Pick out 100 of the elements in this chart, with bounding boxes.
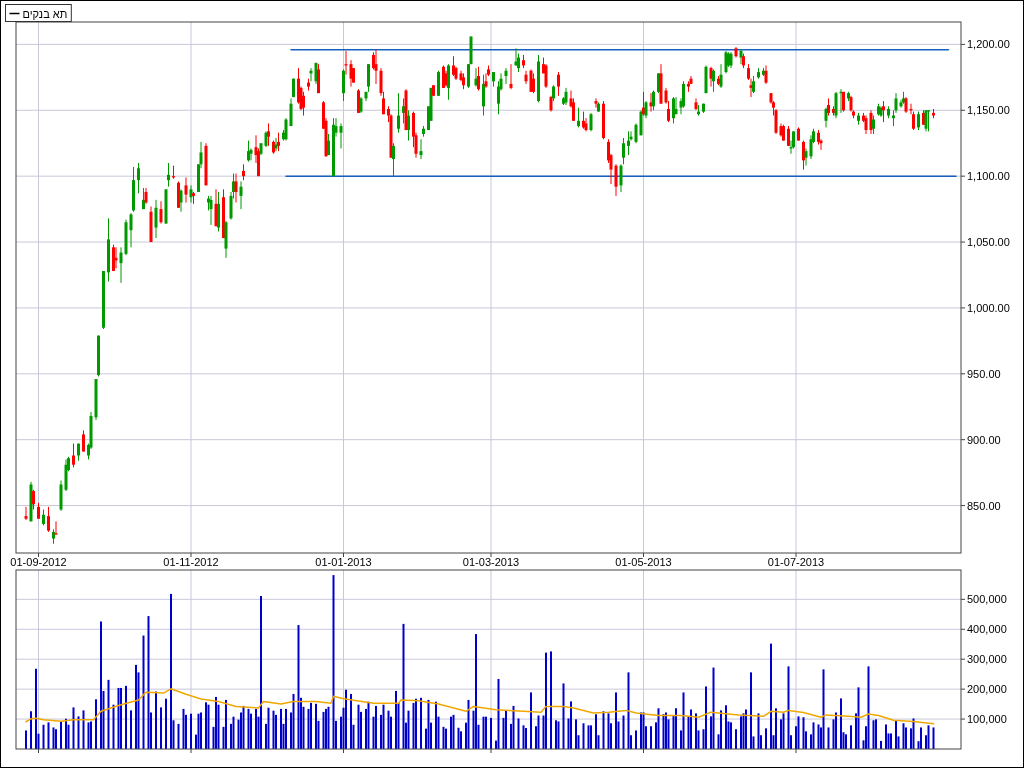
bar bbox=[590, 725, 592, 749]
bar bbox=[840, 698, 842, 749]
bar bbox=[327, 706, 330, 749]
bar bbox=[112, 704, 115, 749]
candlestick bbox=[47, 506, 50, 533]
bar bbox=[845, 734, 847, 749]
x-tick-label: 01-09-2012 bbox=[10, 556, 67, 568]
bar bbox=[120, 687, 122, 749]
candlestick bbox=[652, 90, 655, 111]
bar bbox=[82, 710, 85, 749]
bar bbox=[490, 717, 492, 749]
bar bbox=[72, 707, 75, 749]
y-tick-label: 200,000 bbox=[967, 683, 1007, 696]
bar bbox=[407, 710, 410, 749]
bar bbox=[250, 713, 252, 749]
bar bbox=[95, 699, 97, 749]
candlestick bbox=[712, 68, 715, 93]
bar bbox=[125, 685, 127, 749]
candlestick bbox=[634, 122, 638, 144]
bar bbox=[522, 725, 525, 749]
bar bbox=[912, 718, 915, 749]
candlestick bbox=[917, 111, 920, 131]
bar bbox=[197, 713, 200, 749]
candlestick bbox=[927, 109, 930, 132]
bar bbox=[272, 710, 275, 749]
candlestick bbox=[112, 244, 115, 272]
bar bbox=[720, 710, 722, 749]
bar bbox=[562, 683, 565, 749]
bar bbox=[927, 725, 930, 749]
candlestick bbox=[392, 142, 395, 177]
bar bbox=[787, 666, 790, 749]
bar bbox=[117, 687, 120, 749]
bar bbox=[402, 623, 405, 749]
bar bbox=[357, 704, 360, 749]
bar bbox=[745, 709, 747, 749]
bar bbox=[550, 651, 552, 749]
x-tick-label: 01-03-2013 bbox=[462, 556, 520, 568]
bar bbox=[297, 625, 300, 749]
bar bbox=[775, 708, 777, 749]
bar bbox=[740, 716, 742, 749]
bar bbox=[435, 701, 437, 749]
bar bbox=[482, 716, 485, 749]
bar bbox=[595, 714, 597, 749]
bar bbox=[247, 708, 250, 749]
bar bbox=[200, 712, 202, 749]
bar bbox=[607, 713, 610, 749]
bar bbox=[890, 733, 892, 749]
bar bbox=[902, 723, 905, 749]
bar bbox=[530, 692, 532, 749]
bar bbox=[160, 707, 162, 749]
bar bbox=[675, 708, 677, 749]
bar bbox=[285, 708, 287, 749]
bar bbox=[242, 705, 245, 749]
bar bbox=[635, 730, 637, 749]
candlestick bbox=[437, 70, 440, 97]
bar bbox=[587, 725, 590, 749]
bar bbox=[872, 720, 875, 749]
candlestick bbox=[482, 74, 485, 117]
candlestick bbox=[532, 72, 535, 94]
bar bbox=[52, 727, 55, 749]
bar bbox=[750, 672, 752, 749]
bar bbox=[827, 727, 830, 749]
y-tick-label: 1,050.00 bbox=[967, 236, 1010, 249]
bar bbox=[345, 689, 347, 749]
candlestick bbox=[54, 520, 58, 536]
bar bbox=[757, 713, 760, 749]
candlestick bbox=[589, 112, 593, 132]
candlestick bbox=[452, 55, 455, 77]
bar bbox=[325, 708, 327, 749]
candlestick bbox=[167, 162, 170, 188]
bar bbox=[797, 716, 800, 749]
bar bbox=[662, 714, 665, 749]
candlestick bbox=[407, 109, 410, 142]
bar bbox=[575, 719, 577, 749]
candlestick bbox=[509, 63, 513, 90]
bar bbox=[240, 712, 242, 749]
bar bbox=[742, 713, 745, 749]
bar bbox=[130, 710, 132, 749]
bar bbox=[207, 704, 210, 749]
bar bbox=[497, 678, 500, 749]
bar bbox=[475, 634, 477, 749]
text: תא בנקים bbox=[22, 7, 68, 20]
bar bbox=[505, 710, 507, 749]
bar bbox=[457, 727, 460, 749]
candlestick bbox=[787, 125, 790, 147]
x-tick-label: 01-11-2012 bbox=[163, 556, 219, 568]
candlestick bbox=[397, 92, 400, 134]
candlestick bbox=[339, 122, 343, 149]
bar bbox=[280, 708, 282, 749]
bar bbox=[545, 652, 547, 749]
candlestick bbox=[342, 68, 345, 102]
candlestick bbox=[614, 163, 618, 197]
bar bbox=[55, 729, 57, 749]
candlestick bbox=[184, 176, 188, 204]
candlestick bbox=[119, 246, 123, 284]
bar bbox=[485, 716, 487, 749]
candlestick bbox=[154, 199, 158, 239]
bar bbox=[107, 679, 110, 749]
bar bbox=[782, 713, 785, 749]
bar bbox=[615, 692, 617, 749]
